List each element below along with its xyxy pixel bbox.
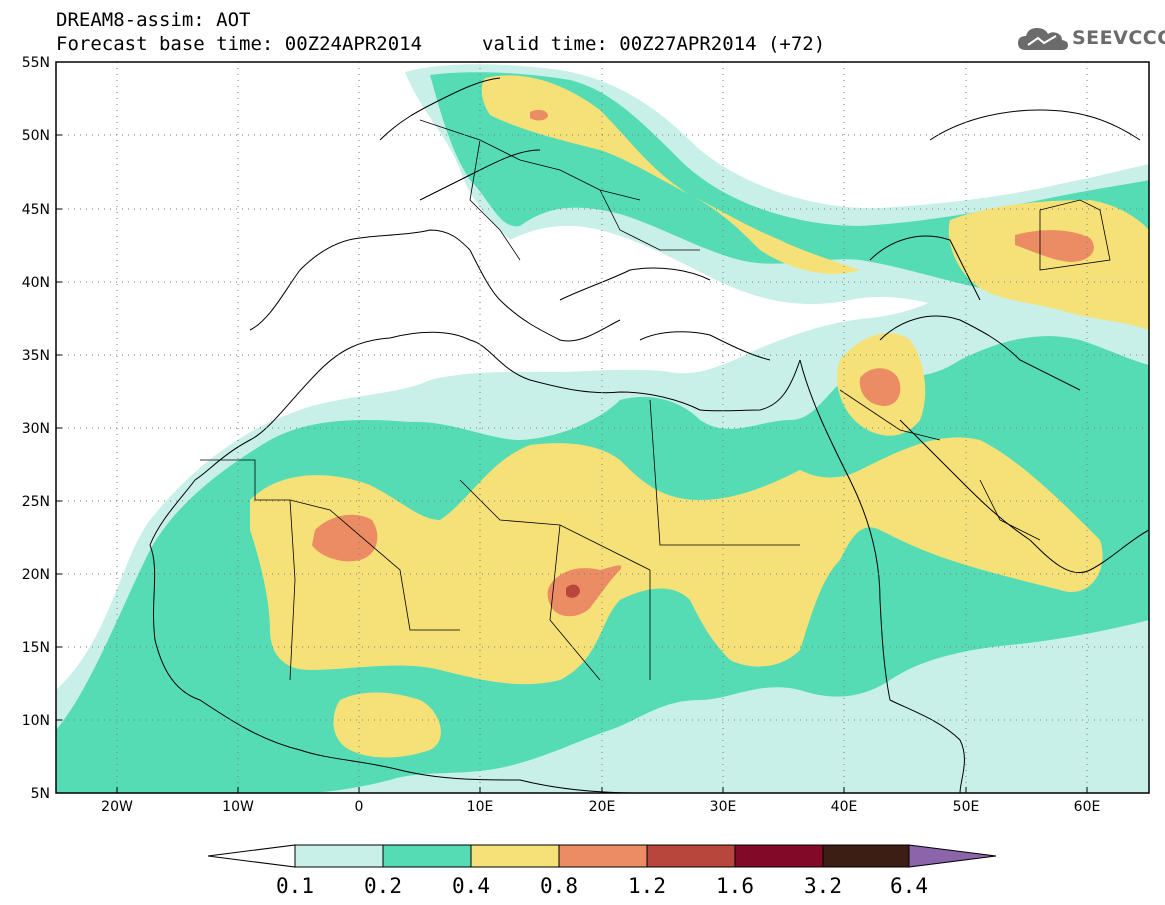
- cloud-icon: [1018, 28, 1068, 50]
- aot-level-0.8-europe: [530, 109, 548, 121]
- colorbar-cell: [822, 844, 910, 868]
- colorbar-cell: [734, 844, 824, 868]
- seevccc-logo: SEEVCCC: [1016, 24, 1165, 54]
- colorbar-label: 3.2: [804, 874, 842, 898]
- lat-label: 50N: [22, 128, 50, 144]
- colorbar-under-triangle: [207, 844, 296, 868]
- aot-level-0.8-iraq: [859, 368, 901, 406]
- colorbar: [207, 844, 997, 868]
- lon-label: 40E: [831, 799, 858, 815]
- colorbar-cell: [294, 844, 384, 868]
- colorbar-label: 0.1: [276, 874, 314, 898]
- lat-label: 20N: [22, 567, 50, 583]
- colorbar-label: 0.8: [540, 874, 578, 898]
- lat-label: 35N: [22, 348, 50, 364]
- colorbar-label: 0.4: [452, 874, 490, 898]
- map-gridlines: [56, 62, 1149, 793]
- aot-level-0.8-mali: [312, 514, 378, 562]
- colorbar-cell: [646, 844, 736, 868]
- lat-label: 40N: [22, 275, 50, 291]
- coastlines: [149, 77, 1149, 793]
- forecast-base-time: Forecast base time: 00Z24APR2014: [56, 33, 423, 55]
- lon-label: 30E: [710, 799, 737, 815]
- aot-level-0.4-europe: [481, 75, 860, 274]
- valid-time: valid time: 00Z27APR2014 (+72): [482, 33, 826, 55]
- longitude-labels: 20W 10W 0 10E 20E 30E 40E 50E 60E: [101, 799, 1100, 815]
- latitude-labels: 55N 50N 45N 40N 35N 30N 25N 20N 15N 10N …: [22, 55, 50, 802]
- lat-label: 5N: [31, 786, 50, 802]
- lon-label: 50E: [953, 799, 980, 815]
- aot-level-1.2: [566, 584, 580, 598]
- lon-label: 10E: [467, 799, 494, 815]
- lat-label: 15N: [22, 640, 50, 656]
- colorbar-cell: [382, 844, 472, 868]
- lat-label: 30N: [22, 421, 50, 437]
- lon-label: 20W: [101, 799, 133, 815]
- map-title: DREAM8-assim: AOT: [56, 9, 251, 31]
- lat-label: 10N: [22, 713, 50, 729]
- colorbar-over-triangle: [908, 844, 997, 868]
- lon-label: 20E: [589, 799, 616, 815]
- lat-label: 55N: [22, 55, 50, 71]
- colorbar-label: 6.4: [890, 874, 928, 898]
- colorbar-labels: 0.1 0.2 0.4 0.8 1.2 1.6 3.2 6.4: [276, 874, 928, 898]
- lat-label: 45N: [22, 202, 50, 218]
- colorbar-cell: [470, 844, 560, 868]
- aot-field: [56, 64, 1149, 793]
- lon-label: 60E: [1074, 799, 1101, 815]
- logo-text: SEEVCCC: [1072, 27, 1165, 49]
- lon-label: 10W: [222, 799, 254, 815]
- aot-level-0.4: [250, 437, 1103, 685]
- lon-label: 0: [355, 799, 364, 815]
- country-borders: [200, 119, 1111, 681]
- colorbar-label: 1.2: [628, 874, 666, 898]
- colorbar-label: 1.6: [716, 874, 754, 898]
- axis-ticks: [56, 61, 1088, 794]
- colorbar-cell: [558, 844, 648, 868]
- lat-label: 25N: [22, 494, 50, 510]
- aot-level-0.4-caspian: [948, 200, 1149, 330]
- aot-level-0.8-chad: [547, 565, 622, 617]
- colorbar-label: 0.2: [364, 874, 402, 898]
- aot-level-0.4-westafrica: [333, 692, 441, 758]
- aot-level-0.8-caspian: [1015, 230, 1094, 262]
